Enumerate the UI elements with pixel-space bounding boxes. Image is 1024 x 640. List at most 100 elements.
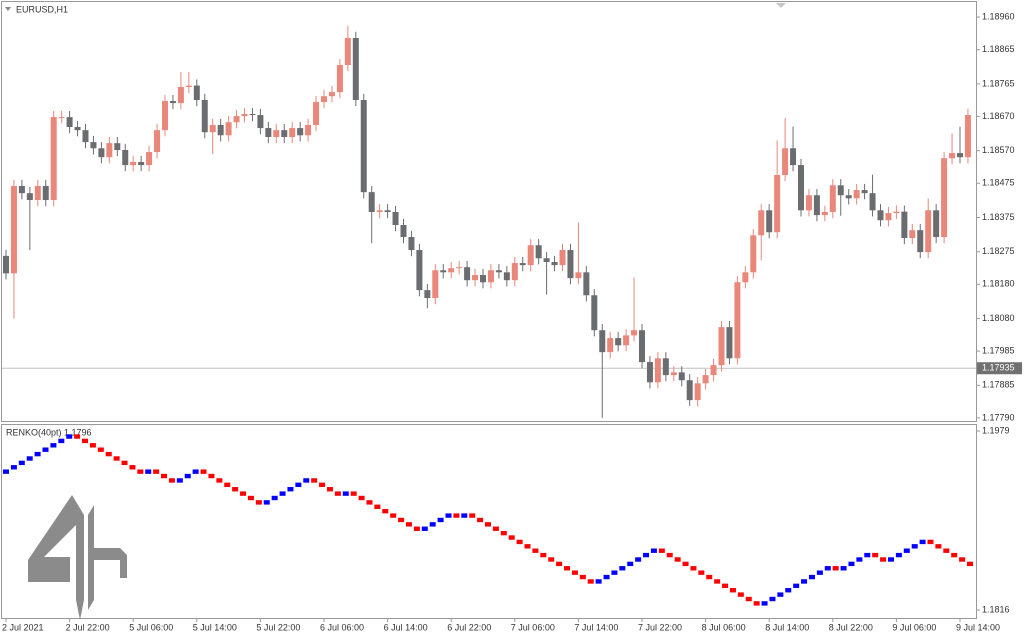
renko-brick	[390, 513, 397, 518]
candle-body	[344, 37, 351, 66]
renko-brick	[769, 596, 776, 602]
candle-body	[591, 295, 598, 331]
collapse-arrow[interactable]	[5, 7, 11, 11]
y-tick-label: 1.18475	[982, 178, 1015, 188]
x-tick-label: 5 Jul 06:00	[129, 622, 173, 632]
candle-body	[34, 185, 41, 201]
candle-body	[10, 185, 17, 274]
candle-body	[464, 267, 471, 281]
candle-body	[400, 225, 407, 238]
candle-body	[909, 230, 916, 239]
candle-body	[646, 362, 653, 383]
candle-body	[3, 255, 9, 274]
renko-brick	[840, 566, 847, 571]
renko-brick	[224, 482, 231, 488]
renko-brick	[129, 465, 136, 470]
candle-body	[313, 102, 320, 125]
renko-brick	[540, 552, 547, 558]
x-tick-label: 7 Jul 06:00	[511, 622, 555, 632]
renko-brick	[429, 522, 436, 527]
renko-brick	[935, 544, 942, 549]
renko-brick	[485, 522, 491, 527]
renko-brick	[66, 434, 73, 439]
renko-brick	[556, 561, 563, 567]
candle-body	[599, 330, 606, 353]
candle-body	[138, 161, 145, 166]
candle-body	[805, 195, 812, 211]
candle-body	[718, 327, 725, 366]
candle-body	[559, 250, 566, 266]
candle-body	[853, 190, 860, 199]
candle-body	[670, 372, 677, 376]
last-price-label: 1.17935	[982, 363, 1015, 373]
candle-body	[654, 358, 661, 383]
candle-body	[702, 375, 709, 384]
renko-brick	[105, 451, 112, 457]
logo-left	[28, 495, 84, 620]
candle-body	[98, 148, 105, 158]
renko-brick	[777, 592, 784, 597]
y-tick-label: 1.18865	[982, 44, 1015, 54]
renko-brick	[508, 535, 515, 540]
renko-brick	[311, 478, 318, 483]
candle-body	[957, 153, 963, 158]
candle-body	[66, 117, 73, 128]
renko-brick	[548, 557, 555, 562]
renko-brick	[911, 544, 918, 549]
logo-right	[88, 505, 127, 610]
candle-body	[122, 150, 129, 166]
candle-body	[154, 130, 161, 153]
renko-brick	[477, 517, 484, 523]
candle-body	[328, 92, 335, 97]
candle-body	[551, 262, 558, 266]
candle-body	[869, 193, 876, 211]
watermark-logo	[28, 495, 127, 620]
candle-body	[233, 116, 240, 123]
candle-body	[297, 128, 304, 136]
shift-marker	[776, 3, 786, 8]
candle-body	[368, 192, 375, 213]
renko-brick	[927, 539, 934, 545]
renko-brick	[753, 601, 760, 606]
candle-body	[774, 175, 781, 233]
renko-brick	[374, 504, 381, 509]
candle-body	[623, 335, 630, 346]
renko-brick	[145, 469, 152, 474]
candle-body	[964, 115, 971, 158]
renko-brick	[184, 473, 191, 479]
renko-brick	[856, 557, 863, 562]
candle-body	[360, 99, 367, 193]
candle-body	[50, 117, 57, 201]
last-price-box	[977, 362, 1022, 375]
renko-brick	[627, 561, 634, 567]
candle-body	[106, 143, 113, 158]
candle-body	[901, 211, 908, 239]
candle-body	[495, 270, 502, 273]
candle-body	[726, 327, 733, 359]
candle-body	[933, 210, 940, 238]
candle-body	[861, 190, 868, 194]
renko-brick	[263, 500, 270, 505]
x-tick-label: 9 Jul 06:00	[892, 622, 936, 632]
x-tick-label: 7 Jul 22:00	[638, 622, 682, 632]
renko-brick	[785, 588, 792, 593]
candle-body	[798, 165, 804, 211]
renko-brick	[564, 566, 571, 571]
candle-body	[790, 148, 797, 166]
renko-brick	[587, 579, 594, 584]
renko-brick	[319, 482, 326, 488]
renko-brick	[232, 487, 239, 492]
candle-body	[26, 193, 33, 201]
candle-body	[424, 290, 431, 299]
candle-body	[456, 267, 463, 269]
renko-brick	[532, 548, 539, 553]
candle-body	[384, 210, 391, 213]
y-tick-label: 1.18180	[982, 279, 1015, 289]
renko-brick	[26, 456, 33, 461]
candle-body	[18, 185, 25, 194]
y-tick-label: 1.17885	[982, 380, 1015, 390]
renko-brick	[398, 517, 405, 523]
renko-brick	[808, 574, 815, 580]
renko-brick	[453, 513, 460, 518]
renko-brick	[706, 574, 713, 580]
